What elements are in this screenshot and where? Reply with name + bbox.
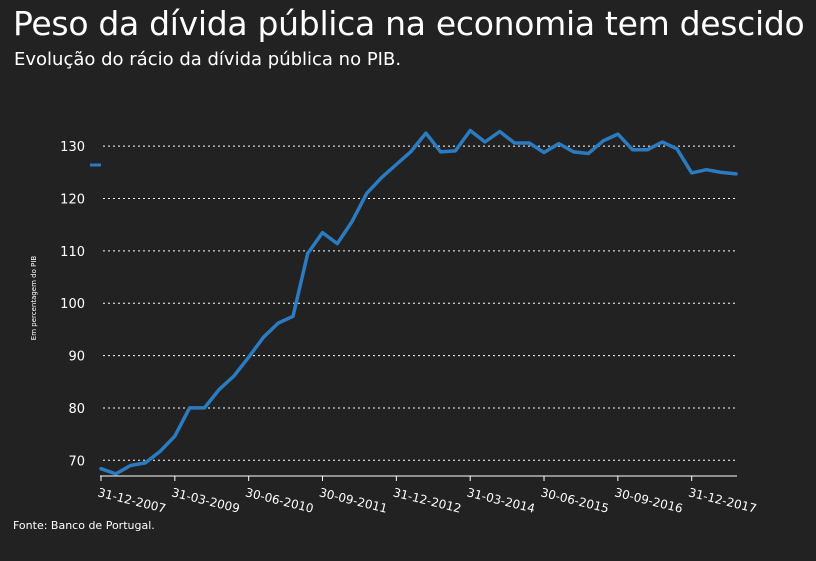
grid-lines [103, 145, 737, 461]
chart-subtitle: Evolução do rácio da dívida pública no P… [14, 49, 402, 70]
chart-title: Peso da dívida pública na economia tem d… [13, 4, 805, 43]
x-axis-ticks: 31-12-2007 31-03-2009 30-06-2010 30-09-2011… [96, 476, 758, 516]
y-tick-label: 70 [68, 454, 85, 469]
y-tick-label: 110 [60, 245, 85, 260]
x-tick-label: 31-03-2009 [170, 485, 241, 515]
x-tick-label: 31-12-2012 [392, 485, 463, 515]
y-axis-ticks: 70 80 90 100 110 120 130 [60, 140, 85, 469]
x-tick-label: 31-03-2014 [465, 485, 536, 515]
y-tick-label: 90 [68, 350, 85, 365]
y-tick-label: 80 [68, 402, 85, 417]
x-tick-label: 30-06-2010 [244, 485, 315, 515]
source-note: Fonte: Banco de Portugal. [13, 519, 155, 532]
x-tick-label: 30-09-2011 [318, 485, 389, 515]
x-tick-label: 31-12-2017 [687, 485, 758, 515]
y-tick-label: 130 [60, 140, 85, 155]
y-tick-label: 120 [60, 193, 85, 208]
x-tick-label: 30-09-2016 [613, 485, 684, 515]
x-tick-label: 31-12-2007 [96, 485, 167, 515]
y-axis-label: Em percentagem do PIB [30, 256, 38, 341]
x-tick-label: 30-06-2015 [539, 485, 610, 515]
series-line [99, 128, 738, 476]
y-tick-label: 100 [60, 297, 85, 312]
